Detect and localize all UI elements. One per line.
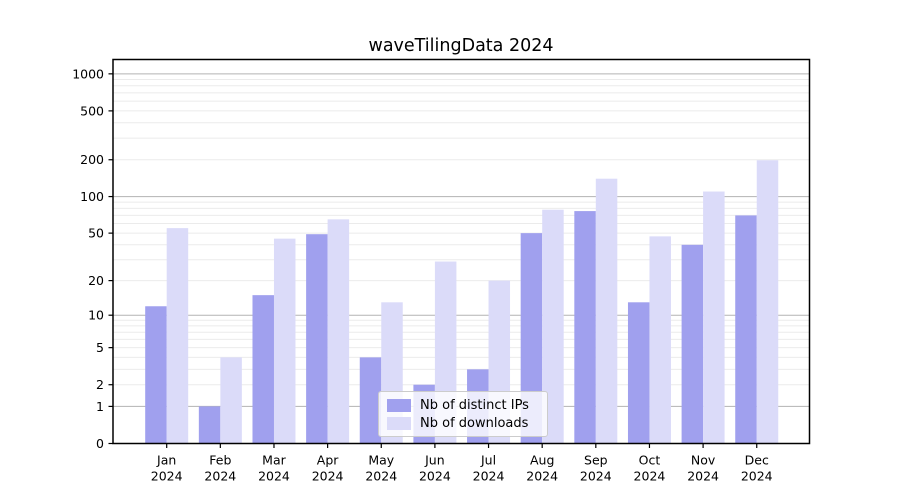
- x-tick-label-month: Apr: [317, 453, 339, 468]
- bar-distinct-ips-apr: [306, 234, 328, 444]
- y-tick-label: 2: [96, 377, 104, 392]
- bar-distinct-ips-aug: [520, 233, 543, 444]
- legend-row-downloads: Nb of downloads: [387, 415, 547, 431]
- y-tick-label: 200: [80, 152, 104, 167]
- y-tick-label: 5: [96, 340, 104, 355]
- bar-distinct-ips-nov: [681, 244, 704, 444]
- bar-distinct-ips-jan: [145, 306, 167, 444]
- bar-layer: [145, 160, 779, 444]
- x-tick-label-year: 2024: [526, 469, 558, 484]
- y-tick-label: 20: [88, 273, 104, 288]
- x-tick-label-year: 2024: [258, 469, 290, 484]
- x-tick-label-month: Mar: [262, 453, 286, 468]
- axis-layer: 01251020501002005001000Jan2024Feb2024Mar…: [72, 58, 811, 484]
- bar-downloads-jan: [166, 228, 189, 444]
- bar-distinct-ips-dec: [735, 215, 757, 444]
- x-tick-label-year: 2024: [204, 469, 236, 484]
- x-tick-label-month: Aug: [530, 453, 554, 468]
- x-tick-label-month: Feb: [209, 453, 231, 468]
- legend-swatch-distinct-ips: [387, 398, 411, 412]
- bar-downloads-oct: [649, 236, 671, 444]
- legend-row-distinct-ips: Nb of distinct IPs: [387, 397, 547, 413]
- bar-downloads-dec: [756, 160, 779, 444]
- x-tick-label-month: Jul: [480, 453, 496, 468]
- chart-title: waveTilingData 2024: [369, 36, 554, 56]
- bar-downloads-mar: [273, 238, 296, 444]
- x-tick-label-month: Jan: [156, 453, 176, 468]
- x-tick-label-year: 2024: [151, 469, 183, 484]
- x-tick-label-month: Dec: [745, 453, 769, 468]
- y-tick-label: 1: [96, 399, 104, 414]
- x-tick-label-month: Oct: [639, 453, 661, 468]
- bar-downloads-apr: [327, 219, 350, 444]
- bar-distinct-ips-may: [359, 357, 382, 444]
- x-tick-label-month: Sep: [584, 453, 608, 468]
- y-tick-label: 100: [80, 189, 104, 204]
- x-tick-label-year: 2024: [365, 469, 397, 484]
- plot-border: [112, 58, 811, 445]
- bar-downloads-nov: [703, 191, 725, 444]
- x-tick-label-year: 2024: [741, 469, 773, 484]
- y-tick-label: 10: [88, 308, 104, 323]
- x-tick-label-year: 2024: [473, 469, 505, 484]
- y-tick-label: 1000: [72, 66, 104, 81]
- x-tick-label-year: 2024: [419, 469, 451, 484]
- legend-label-downloads: Nb of downloads: [420, 415, 529, 431]
- y-tick-label: 50: [88, 226, 104, 241]
- y-tick-label: 0: [96, 436, 104, 451]
- bar-distinct-ips-mar: [252, 295, 274, 444]
- bar-distinct-ips-feb: [198, 406, 221, 444]
- bar-distinct-ips-sep: [574, 211, 596, 444]
- legend-swatch-downloads: [387, 416, 411, 430]
- x-tick-label-year: 2024: [312, 469, 344, 484]
- x-tick-label-year: 2024: [634, 469, 666, 484]
- legend-label-distinct-ips: Nb of distinct IPs: [420, 397, 529, 413]
- x-tick-label-month: May: [368, 453, 394, 468]
- bar-downloads-sep: [595, 178, 618, 444]
- legend: Nb of distinct IPs Nb of downloads: [378, 391, 548, 437]
- x-tick-label-year: 2024: [580, 469, 612, 484]
- x-tick-label-month: Nov: [691, 453, 716, 468]
- x-tick-label-month: Jun: [424, 453, 445, 468]
- bar-downloads-feb: [220, 357, 242, 444]
- bar-downloads-aug: [542, 209, 564, 444]
- x-tick-label-year: 2024: [687, 469, 719, 484]
- bar-distinct-ips-oct: [627, 302, 650, 444]
- y-tick-label: 500: [80, 103, 104, 118]
